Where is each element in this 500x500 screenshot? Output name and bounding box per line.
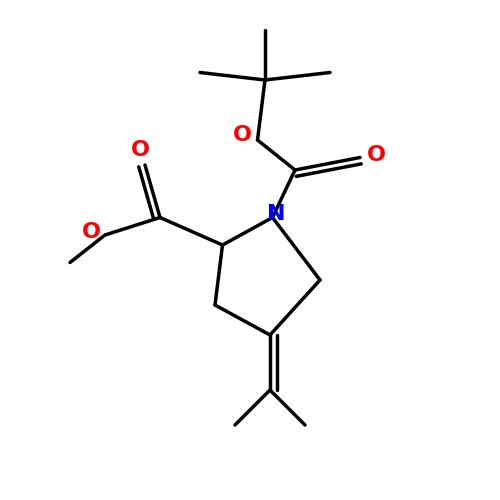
Text: O: O	[82, 222, 100, 242]
Text: N: N	[267, 204, 286, 224]
Text: O: O	[366, 145, 386, 165]
Text: O: O	[233, 125, 252, 145]
Text: O: O	[130, 140, 150, 160]
